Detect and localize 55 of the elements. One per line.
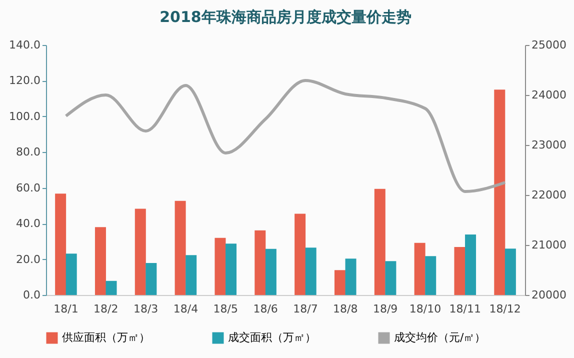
x-tick-label: 18/8 bbox=[333, 302, 358, 316]
bar bbox=[94, 227, 106, 295]
y-tick-label: 20.0 bbox=[16, 252, 40, 266]
bar bbox=[385, 261, 396, 295]
x-tick-label: 18/5 bbox=[213, 302, 238, 316]
y-tick-label: 80.0 bbox=[16, 146, 40, 159]
y-tick-label: 140.0 bbox=[9, 38, 40, 52]
bar bbox=[504, 248, 516, 295]
bar bbox=[134, 208, 146, 295]
x-tick-label: 18/4 bbox=[173, 302, 198, 316]
y2-tick-label: 25000 bbox=[532, 38, 566, 52]
bar bbox=[465, 234, 476, 295]
legend-label: 成交面积（万㎡） bbox=[228, 331, 316, 344]
x-tick-label: 18/2 bbox=[94, 302, 118, 316]
bar bbox=[414, 242, 426, 295]
bar bbox=[265, 248, 276, 295]
legend-label: 成交均价（元/㎡） bbox=[394, 331, 486, 344]
x-tick-label: 18/1 bbox=[54, 302, 78, 316]
bar bbox=[254, 230, 266, 295]
y-tick-label: 0.0 bbox=[23, 288, 40, 302]
bar bbox=[454, 246, 466, 295]
bar bbox=[174, 200, 186, 295]
y-tick-label: 120.0 bbox=[9, 74, 40, 88]
bar bbox=[305, 248, 316, 295]
bar bbox=[425, 256, 436, 295]
bar bbox=[66, 254, 77, 295]
bar bbox=[55, 194, 66, 295]
bar bbox=[494, 90, 506, 295]
bar bbox=[214, 238, 226, 295]
y-tick-label: 40.0 bbox=[16, 217, 40, 230]
line-series bbox=[64, 79, 507, 193]
x-tick-label: 18/3 bbox=[133, 302, 158, 316]
y2-tick-label: 21000 bbox=[532, 238, 566, 252]
x-tick-label: 18/10 bbox=[409, 302, 442, 316]
x-tick-label: 18/12 bbox=[489, 302, 521, 316]
y-tick-label: 100.0 bbox=[9, 110, 40, 123]
bar bbox=[334, 270, 346, 295]
legend-label: 供应面积（万㎡） bbox=[62, 331, 150, 344]
x-tick-label: 18/9 bbox=[372, 302, 398, 316]
bar bbox=[294, 214, 306, 295]
x-tick-label: 18/11 bbox=[449, 302, 481, 316]
y-tick-label: 60.0 bbox=[16, 181, 40, 194]
y2-tick-label: 23000 bbox=[532, 138, 566, 152]
y2-tick-label: 22000 bbox=[532, 188, 566, 202]
x-tick-label: 18/7 bbox=[293, 302, 318, 316]
bar bbox=[345, 258, 356, 295]
chart-title: 2018年珠海商品房月度成交量价走势 bbox=[160, 8, 412, 26]
bar bbox=[106, 280, 117, 295]
y2-tick-label: 20000 bbox=[532, 288, 566, 302]
x-tick-label: 18/6 bbox=[253, 302, 278, 316]
bar bbox=[226, 244, 237, 295]
y2-tick-label: 24000 bbox=[532, 88, 566, 102]
bar bbox=[146, 263, 157, 295]
bar bbox=[186, 255, 197, 295]
bar bbox=[374, 188, 386, 295]
